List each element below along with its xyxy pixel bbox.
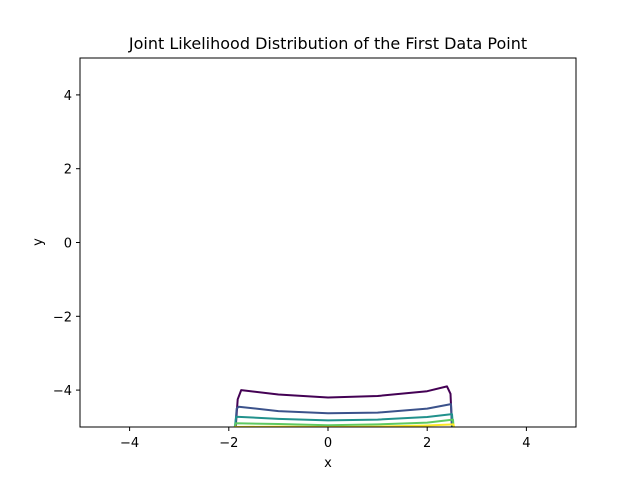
- y-tick-label: −4: [53, 384, 72, 399]
- contour-line-3: [233, 413, 454, 427]
- y-tick-label: 4: [64, 89, 72, 104]
- x-tick-label: 2: [423, 436, 431, 451]
- contour-line-1: [234, 385, 453, 427]
- y-tick-label: 0: [64, 237, 72, 252]
- y-axis-label: y: [31, 238, 46, 246]
- x-axis-ticks: −4 −2 0 2 4: [120, 427, 531, 451]
- y-axis-ticks: −4 −2 0 2 4: [53, 89, 80, 399]
- chart-title: Joint Likelihood Distribution of the Fir…: [128, 34, 527, 53]
- x-tick-label: −2: [219, 436, 238, 451]
- x-axis-label: x: [324, 456, 332, 471]
- contour-line-2: [234, 403, 453, 427]
- y-tick-label: −2: [53, 310, 72, 325]
- x-tick-label: 0: [324, 436, 332, 451]
- x-tick-label: −4: [120, 436, 139, 451]
- x-tick-label: 4: [522, 436, 530, 451]
- y-tick-label: 2: [64, 163, 72, 178]
- contour-line-4: [233, 418, 455, 427]
